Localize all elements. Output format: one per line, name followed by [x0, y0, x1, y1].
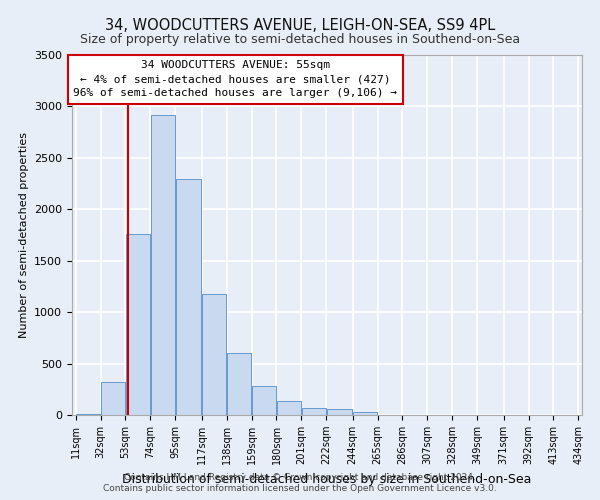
Bar	[101, 382, 125, 415]
Text: 34 WOODCUTTERS AVENUE: 55sqm
← 4% of semi-detached houses are smaller (427)
96% : 34 WOODCUTTERS AVENUE: 55sqm ← 4% of sem…	[73, 60, 397, 98]
Bar	[76, 414, 100, 415]
Bar	[227, 354, 251, 415]
Text: Contains public sector information licensed under the Open Government Licence v3: Contains public sector information licen…	[103, 484, 497, 493]
Text: Size of property relative to semi-detached houses in Southend-on-Sea: Size of property relative to semi-detach…	[80, 32, 520, 46]
Bar	[202, 294, 226, 415]
X-axis label: Distribution of semi-detached houses by size in Southend-on-Sea: Distribution of semi-detached houses by …	[122, 472, 532, 486]
Y-axis label: Number of semi-detached properties: Number of semi-detached properties	[19, 132, 29, 338]
Bar	[277, 400, 301, 415]
Text: Contains HM Land Registry data © Crown copyright and database right 2024.: Contains HM Land Registry data © Crown c…	[124, 473, 476, 482]
Bar	[353, 412, 377, 415]
Bar	[252, 386, 276, 415]
Bar	[176, 180, 202, 415]
Bar	[151, 114, 175, 415]
Text: 34, WOODCUTTERS AVENUE, LEIGH-ON-SEA, SS9 4PL: 34, WOODCUTTERS AVENUE, LEIGH-ON-SEA, SS…	[105, 18, 495, 32]
Bar	[126, 234, 150, 415]
Bar	[302, 408, 326, 415]
Bar	[326, 409, 352, 415]
